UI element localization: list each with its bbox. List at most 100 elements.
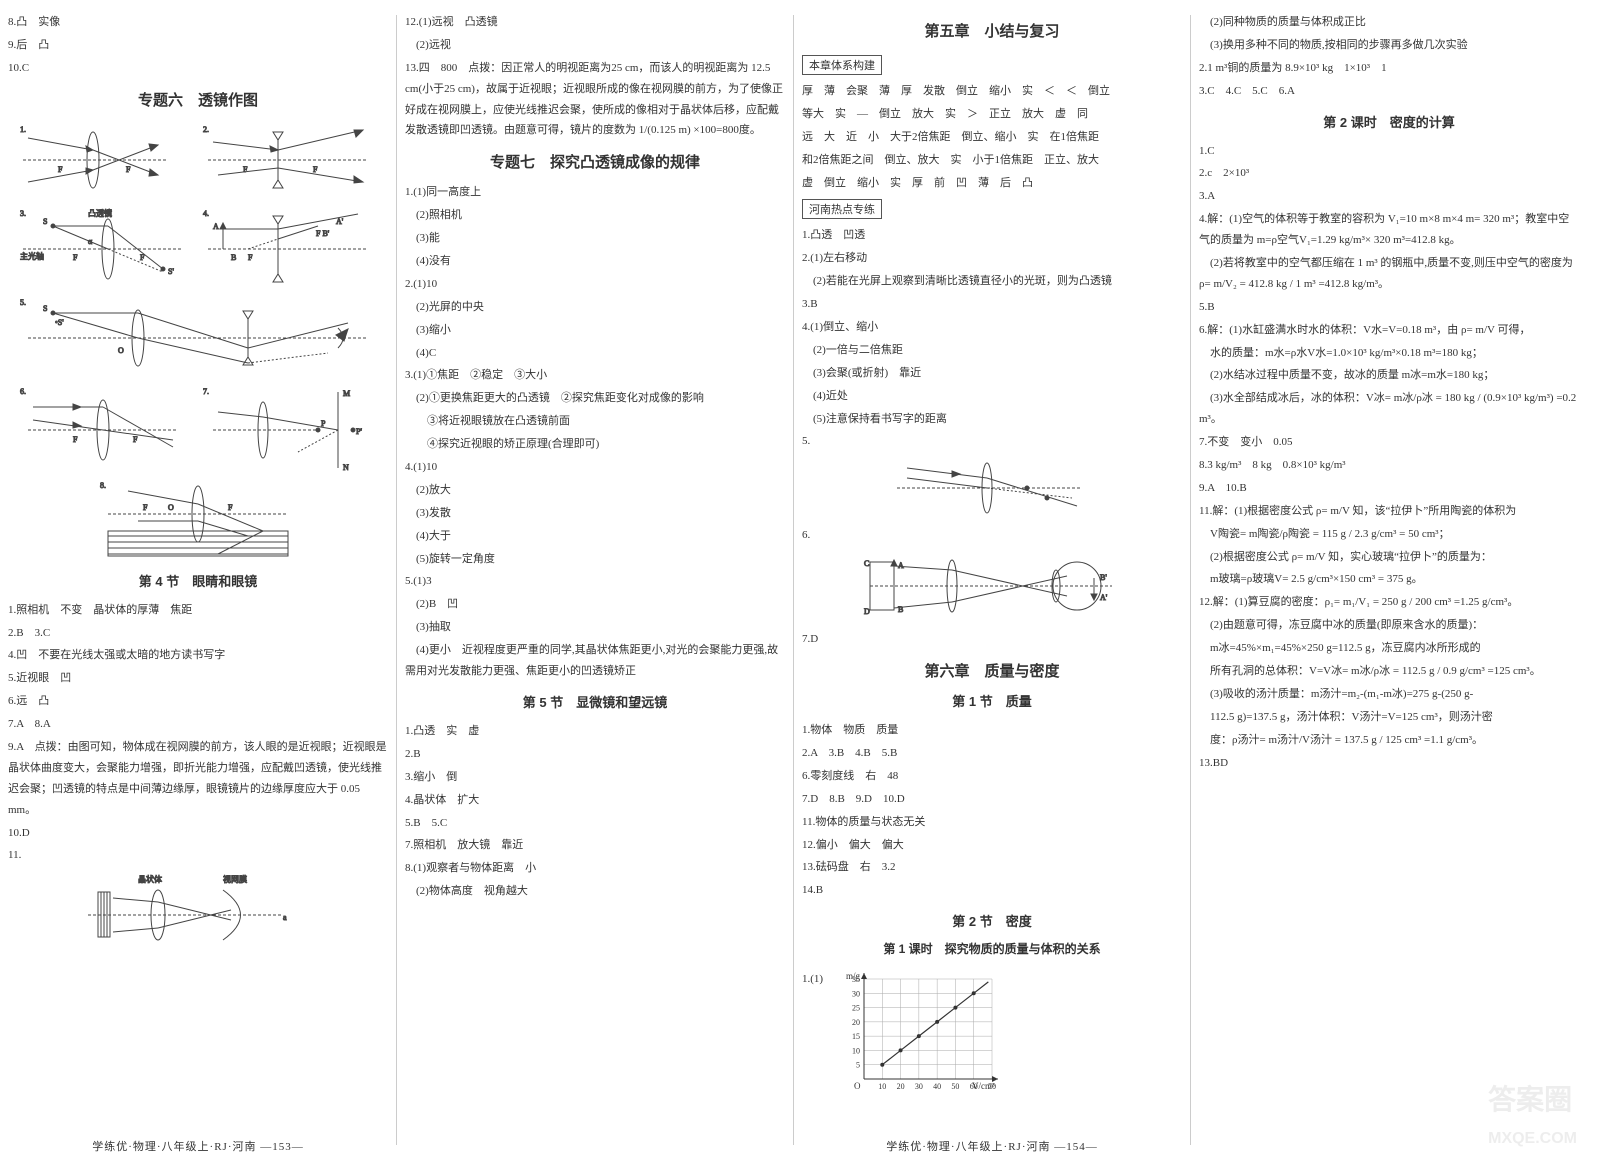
watermark-text-2: MXQE.COM bbox=[1488, 1130, 1577, 1147]
svg-text:30: 30 bbox=[852, 990, 860, 999]
text-line: (2)B 凹 bbox=[405, 594, 785, 615]
lens-figure-5: 5. S •S' O bbox=[18, 293, 378, 378]
text-line: 5.(1)3 bbox=[405, 571, 785, 592]
svg-text:F: F bbox=[248, 253, 253, 262]
section-box-label: 河南热点专练 bbox=[802, 199, 882, 219]
svg-text:2.: 2. bbox=[203, 125, 209, 134]
lens-figure-1-2: 1. FF 2. FF bbox=[18, 120, 378, 200]
text-line: 5.近视眼 凹 bbox=[8, 668, 388, 689]
text-line: 和2倍焦距之间 倒立、放大 实 小于1倍焦距 正立、放大 bbox=[802, 150, 1182, 171]
svg-text:F B': F B' bbox=[316, 229, 330, 238]
text-line: (2)远视 bbox=[405, 35, 785, 56]
lens-figure-3-4: 3. 凸透镜 主光轴 S S' FF α 4. A bbox=[18, 204, 378, 289]
text-line: 8.3 kg/m³ 8 kg 0.8×10³ kg/m³ bbox=[1199, 455, 1579, 476]
text-line: 1.凸透 凹透 bbox=[802, 225, 1182, 246]
svg-text:S: S bbox=[43, 304, 47, 313]
text-line: 2.(1)10 bbox=[405, 274, 785, 295]
svg-text:B: B bbox=[898, 605, 903, 614]
answer-line: 8.凸 实像 bbox=[8, 12, 388, 33]
svg-text:F: F bbox=[73, 435, 78, 444]
text-line: 9.A 点拨：由图可知，物体成在视网膜的前方，该人眼的是近视眼；近视眼是晶状体曲… bbox=[8, 737, 388, 821]
text-line: 5.B bbox=[1199, 297, 1579, 318]
text-line: (3)发散 bbox=[405, 503, 785, 524]
svg-text:S': S' bbox=[168, 267, 174, 276]
svg-text:D: D bbox=[864, 607, 870, 616]
answer-line: 10.C bbox=[8, 58, 388, 79]
text-line: 2.c 2×10³ bbox=[1199, 163, 1579, 184]
text-line: 5. bbox=[802, 431, 1182, 452]
chart-label: 1.(1) bbox=[802, 969, 832, 990]
text-line: 13.BD bbox=[1199, 753, 1579, 774]
text-line: 2.A 3.B 4.B 5.B bbox=[802, 743, 1182, 764]
text-line: (2)光屏的中央 bbox=[405, 297, 785, 318]
text-line: (2)放大 bbox=[405, 480, 785, 501]
svg-text:P': P' bbox=[356, 427, 362, 436]
text-line: 1.(1)同一高度上 bbox=[405, 182, 785, 203]
eye-figure-11: 晶状体视网膜 a bbox=[83, 870, 313, 950]
svg-text:25: 25 bbox=[852, 1004, 860, 1013]
column-3: 第五章 小结与复习 本章体系构建 厚 薄 会聚 薄 厚 发散 倒立 缩小 实 ＜… bbox=[794, 0, 1190, 1160]
page-spread: 8.凸 实像 9.后 凸 10.C 专题六 透镜作图 1. FF 2. bbox=[0, 0, 1600, 1160]
text-line: (2)根据密度公式 ρ= m/V 知，实心玻璃“拉伊卜”的质量为： bbox=[1199, 547, 1579, 568]
svg-text:B': B' bbox=[1100, 573, 1107, 582]
text-line: 8.(1)观察者与物体距离 小 bbox=[405, 858, 785, 879]
text-line: 6.远 凸 bbox=[8, 691, 388, 712]
text-line: 14.B bbox=[802, 880, 1182, 901]
text-line: V陶瓷= m陶瓷/ρ陶瓷 = 115 g / 2.3 g/cm³ = 50 cm… bbox=[1199, 524, 1579, 545]
topic-7-heading: 专题七 探究凸透镜成像的规律 bbox=[405, 151, 785, 172]
text-line: 4.晶状体 扩大 bbox=[405, 790, 785, 811]
svg-text:V/cm³: V/cm³ bbox=[972, 1081, 995, 1091]
column-4: (2)同种物质的质量与体积成正比 (3)换用多种不同的物质,按相同的步骤再多做几… bbox=[1191, 0, 1587, 1160]
lens-figure-8: 8. FOF bbox=[98, 476, 298, 561]
svg-text:凸透镜: 凸透镜 bbox=[88, 208, 112, 218]
svg-text:5: 5 bbox=[856, 1061, 860, 1070]
text-line: ④探究近视眼的矫正原理(合理即可) bbox=[405, 434, 785, 455]
text-line: 7.A 8.A bbox=[8, 714, 388, 735]
text-line: 10.D bbox=[8, 823, 388, 844]
text-line: 13.砝码盘 右 3.2 bbox=[802, 857, 1182, 878]
watermark-text-1: 答案圈 bbox=[1488, 1084, 1572, 1115]
svg-text:S: S bbox=[43, 217, 47, 226]
text-line: 6. bbox=[802, 525, 1182, 546]
svg-text:10: 10 bbox=[878, 1082, 886, 1091]
text-line: (2)①更换焦距更大的凸透镜 ②探究焦距变化对成像的影响 bbox=[405, 388, 785, 409]
text-line: (3)换用多种不同的物质,按相同的步骤再多做几次实验 bbox=[1199, 35, 1579, 56]
text-line: (5)注意保持看书写字的距离 bbox=[802, 409, 1182, 430]
text-line: 所有孔洞的总体积：V=V冰= m冰/ρ冰 = 112.5 g / 0.9 g/c… bbox=[1199, 661, 1579, 682]
text-line: (4)近处 bbox=[802, 386, 1182, 407]
text-line: 水的质量：m水=ρ水V水=1.0×10³ kg/m³×0.18 m³=180 k… bbox=[1199, 343, 1579, 364]
svg-text:A: A bbox=[898, 561, 904, 570]
text-line: 3.A bbox=[1199, 186, 1579, 207]
svg-text:6.: 6. bbox=[20, 387, 26, 396]
topic-6-heading: 专题六 透镜作图 bbox=[8, 89, 388, 110]
text-line: 3.B bbox=[802, 294, 1182, 315]
svg-text:A': A' bbox=[1100, 593, 1108, 602]
svg-text:F: F bbox=[243, 165, 248, 174]
text-line: 1.物体 物质 质量 bbox=[802, 720, 1182, 741]
svg-text:m/g: m/g bbox=[846, 971, 861, 981]
svg-text:B: B bbox=[231, 253, 236, 262]
answer-line: 9.后 凸 bbox=[8, 35, 388, 56]
text-line: (2)同种物质的质量与体积成正比 bbox=[1199, 12, 1579, 33]
text-line: 7.D bbox=[802, 629, 1182, 650]
svg-text:8.: 8. bbox=[100, 481, 106, 490]
text-line: 11. bbox=[8, 845, 388, 866]
svg-text:F: F bbox=[126, 165, 131, 174]
svg-text:主光轴: 主光轴 bbox=[20, 251, 44, 261]
text-line: 3.(1)①焦距 ②稳定 ③大小 bbox=[405, 365, 785, 386]
svg-text:a: a bbox=[283, 913, 287, 922]
svg-text:F: F bbox=[73, 253, 78, 262]
text-line: 7.照相机 放大镜 靠近 bbox=[405, 835, 785, 856]
text-line: (3)能 bbox=[405, 228, 785, 249]
text-line: m冰=45%×m₁=45%×250 g=112.5 g，冻豆腐内冰所形成的 bbox=[1199, 638, 1579, 659]
text-line: (5)旋转一定角度 bbox=[405, 549, 785, 570]
svg-text:F: F bbox=[143, 503, 148, 512]
svg-text:4.: 4. bbox=[203, 209, 209, 218]
text-line: 2.(1)左右移动 bbox=[802, 248, 1182, 269]
mass-volume-chart: 102030405060705101520253035m/gV/cm³O bbox=[832, 967, 1002, 1097]
svg-text:A: A bbox=[213, 222, 219, 231]
lens-figure-6-7: 6. FF 7. MN P P' bbox=[18, 382, 378, 472]
text-line: 5.B 5.C bbox=[405, 813, 785, 834]
text-line: 4.(1)倒立、缩小 bbox=[802, 317, 1182, 338]
column-2: 12.(1)远视 凸透镜 (2)远视 13.四 800 点拨：因正常人的明视距离… bbox=[397, 0, 793, 1160]
